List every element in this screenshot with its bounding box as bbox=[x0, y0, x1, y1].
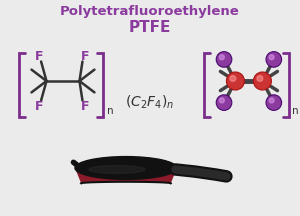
Circle shape bbox=[216, 95, 232, 110]
Text: F: F bbox=[35, 100, 44, 113]
Circle shape bbox=[257, 76, 263, 81]
Circle shape bbox=[269, 98, 274, 103]
Circle shape bbox=[226, 72, 244, 90]
Circle shape bbox=[254, 72, 272, 90]
Text: n: n bbox=[107, 106, 114, 116]
Text: Polytetrafluoroethylene: Polytetrafluoroethylene bbox=[60, 5, 240, 17]
Text: F: F bbox=[35, 50, 44, 63]
Ellipse shape bbox=[75, 157, 177, 179]
Ellipse shape bbox=[89, 165, 145, 173]
Circle shape bbox=[219, 55, 224, 60]
Circle shape bbox=[269, 55, 274, 60]
Text: $(C_2F_4)_n$: $(C_2F_4)_n$ bbox=[125, 93, 175, 111]
Circle shape bbox=[230, 76, 236, 81]
Circle shape bbox=[266, 52, 282, 67]
Text: PTFE: PTFE bbox=[129, 19, 171, 35]
Text: F: F bbox=[81, 100, 90, 113]
Circle shape bbox=[266, 95, 282, 110]
Circle shape bbox=[216, 52, 232, 67]
Text: n: n bbox=[292, 106, 299, 116]
Circle shape bbox=[219, 98, 224, 103]
Text: F: F bbox=[81, 50, 90, 63]
PathPatch shape bbox=[75, 168, 177, 183]
